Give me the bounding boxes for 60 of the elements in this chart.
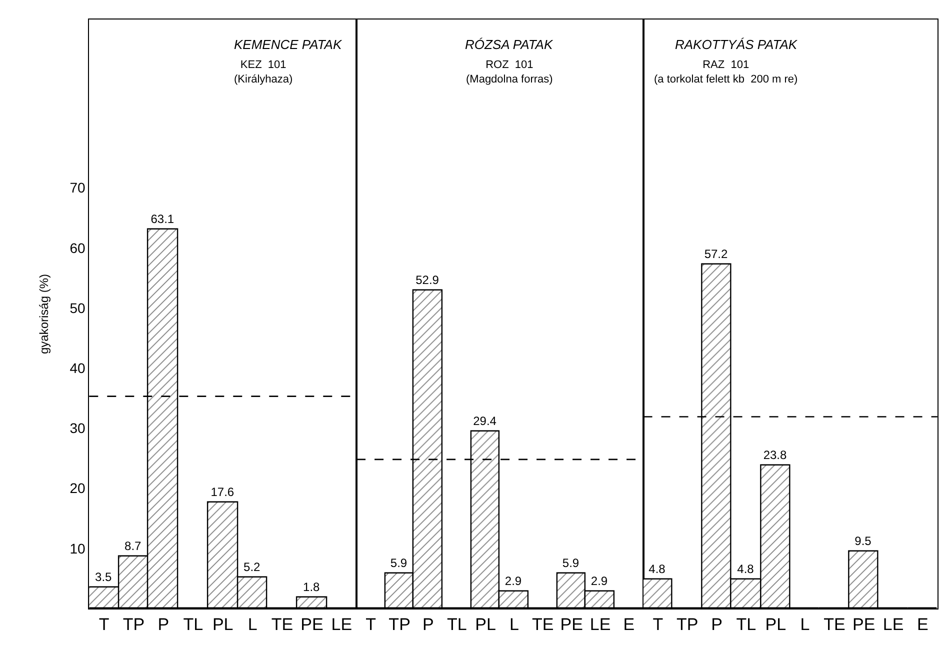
- text: RAKOTTYÁS PATAK: [675, 37, 798, 52]
- data-label: 2.9: [590, 574, 608, 588]
- y-tick-label: 20: [70, 480, 86, 496]
- x-tick-label: TE: [271, 614, 294, 634]
- x-tick-label: TL: [446, 614, 467, 634]
- y-tick-label: 10: [70, 540, 86, 556]
- data-label: 4.8: [648, 562, 666, 576]
- x-tick-label: PE: [300, 614, 324, 634]
- x-tick-label: T: [652, 614, 664, 634]
- x-tick-label: E: [917, 614, 928, 634]
- x-tick-label: TE: [824, 614, 846, 634]
- x-tick-label: PL: [765, 614, 786, 634]
- text: ROZ 101 (Magdolna forras): [466, 59, 553, 86]
- y-tick-label: 40: [70, 360, 86, 376]
- data-label: 23.8: [763, 448, 788, 462]
- data-label: 2.9: [504, 574, 522, 588]
- data-label: 63.1: [150, 212, 174, 226]
- x-tick-label: P: [158, 614, 170, 634]
- x-tick-label: L: [800, 614, 810, 634]
- y-tick-label: 60: [70, 240, 86, 256]
- x-tick-label: P: [711, 614, 722, 634]
- text: RAZ 101 (a torkolat felett kb 200 m re): [654, 59, 798, 86]
- y-tick-label: 70: [70, 180, 86, 196]
- data-label: 8.7: [124, 538, 142, 553]
- data-label: 4.8: [737, 562, 754, 576]
- data-label: 1.8: [303, 580, 320, 594]
- x-tick-label: TE: [532, 614, 554, 634]
- x-tick-label: T: [98, 614, 110, 634]
- x-tick-label: TL: [183, 614, 204, 634]
- text: KEMENCE PATAK: [234, 37, 343, 52]
- data-label: 57.2: [704, 246, 728, 261]
- x-tick-label: L: [248, 614, 258, 634]
- x-tick-label: LE: [331, 614, 352, 634]
- data-label: 52.9: [416, 272, 440, 287]
- data-label: 5.9: [390, 556, 408, 570]
- data-label: 5.9: [562, 556, 580, 570]
- text: RÓZSA PATAK: [465, 37, 554, 52]
- data-label: 5.2: [244, 560, 261, 574]
- x-tick-label: PE: [852, 614, 876, 634]
- x-tick-label: LE: [882, 614, 904, 634]
- x-tick-label: TP: [676, 614, 698, 634]
- y-tick-label: 30: [70, 420, 86, 436]
- y-tick-label: 50: [70, 300, 86, 316]
- data-label: 3.5: [95, 570, 112, 584]
- x-tick-label: TP: [388, 614, 410, 634]
- x-tick-label: TP: [122, 614, 145, 634]
- x-tick-label: L: [510, 614, 519, 634]
- x-tick-label: LE: [590, 614, 611, 634]
- x-tick-label: PL: [212, 614, 234, 634]
- text: KEZ 101 (Királyhaza): [234, 59, 293, 86]
- x-tick-label: PE: [560, 614, 583, 634]
- data-label: 17.6: [210, 484, 234, 499]
- x-tick-label: P: [422, 614, 434, 634]
- x-tick-label: TL: [736, 614, 756, 634]
- data-label: 9.5: [854, 534, 872, 548]
- x-tick-label: T: [366, 614, 376, 634]
- x-tick-label: PL: [475, 614, 496, 634]
- x-tick-label: E: [623, 614, 635, 634]
- y-axis-title: gyakoriság (%): [37, 274, 52, 354]
- data-label: 29.4: [473, 414, 497, 428]
